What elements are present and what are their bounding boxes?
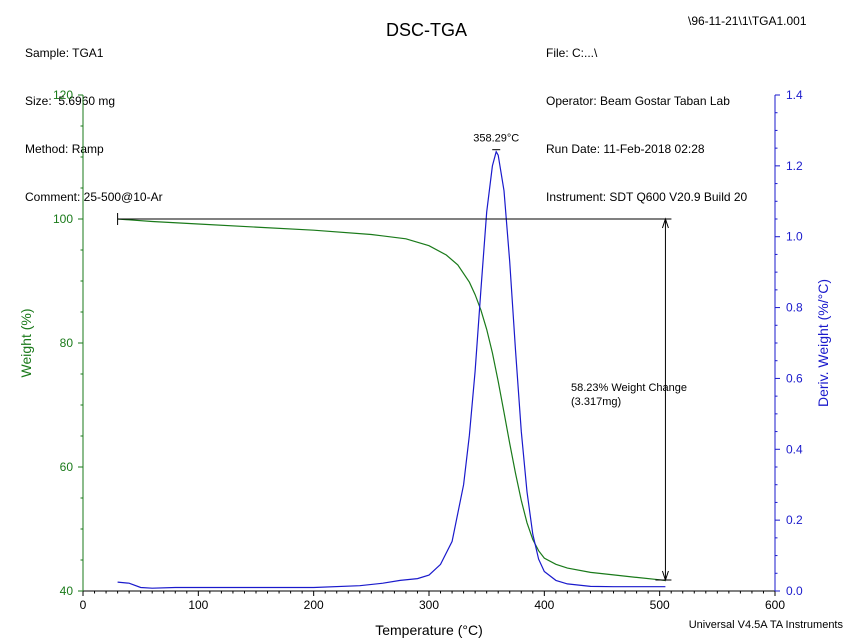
y2-tick-label: 1.2 bbox=[786, 159, 803, 173]
y2-axis-label: Deriv. Weight (%/°C) bbox=[815, 279, 831, 407]
x-tick-label: 200 bbox=[304, 598, 324, 612]
file-path: \96-11-21\1\TGA1.001 bbox=[688, 14, 807, 28]
sample-line: Sample: TGA1 bbox=[25, 46, 104, 60]
x-tick-label: 400 bbox=[534, 598, 554, 612]
y2-tick-label: 1.4 bbox=[786, 88, 803, 102]
run-date-line: Run Date: 11-Feb-2018 02:28 bbox=[546, 142, 705, 156]
chart-title: DSC-TGA bbox=[386, 20, 467, 40]
weight-change-label: 58.23% Weight Change bbox=[571, 382, 687, 394]
x-tick-label: 300 bbox=[419, 598, 439, 612]
y-axis-label: Weight (%) bbox=[18, 309, 34, 378]
y-tick-label: 120 bbox=[53, 88, 73, 102]
y2-tick-label: 0.2 bbox=[786, 513, 803, 527]
weight-change-mass-label: (3.317mg) bbox=[571, 396, 621, 408]
y-tick-label: 60 bbox=[60, 460, 74, 474]
x-tick-label: 100 bbox=[188, 598, 208, 612]
step-arrow-head-top bbox=[661, 217, 669, 229]
annotation-group: 58.23% Weight Change (3.317mg) 358.29°C bbox=[117, 133, 687, 582]
file-line: File: C:...\ bbox=[546, 46, 598, 60]
deriv-weight-line bbox=[117, 150, 666, 589]
step-arrow-head-bottom bbox=[661, 570, 669, 582]
software-footer: Universal V4.5A TA Instruments bbox=[688, 619, 843, 631]
y-tick-label: 40 bbox=[60, 584, 74, 598]
x-tick-label: 0 bbox=[80, 598, 87, 612]
method-line: Method: Ramp bbox=[25, 142, 104, 156]
peak-label: 358.29°C bbox=[473, 133, 519, 145]
weight-line bbox=[117, 218, 666, 582]
y2-tick-label: 0.4 bbox=[786, 442, 803, 456]
size-line: Size: 5.6960 mg bbox=[25, 94, 116, 108]
y2-tick-label: 0.8 bbox=[786, 301, 803, 315]
series-group bbox=[117, 150, 666, 589]
y-tick-label: 100 bbox=[53, 212, 73, 226]
y2-tick-label: 1.0 bbox=[786, 230, 803, 244]
x-axis-label: Temperature (°C) bbox=[375, 622, 483, 638]
axes-group: 0 100 200 300 400 500 600 40 60 80 100 120 0.0 0.2 0.4… bbox=[18, 88, 831, 638]
y-tick-label: 80 bbox=[60, 336, 74, 350]
comment-line: Comment: 25-500@10-Ar bbox=[25, 190, 163, 204]
y2-tick-label: 0.6 bbox=[786, 371, 803, 385]
run-info: File: C:...\ Operator: Beam Gostar Taban… bbox=[546, 13, 747, 237]
y2-tick-label: 0.0 bbox=[786, 584, 803, 598]
x-tick-label: 600 bbox=[765, 598, 785, 612]
operator-line: Operator: Beam Gostar Taban Lab bbox=[546, 94, 730, 108]
instrument-line: Instrument: SDT Q600 V20.9 Build 20 bbox=[546, 190, 748, 204]
sample-info: Sample: TGA1 Size: 5.6960 mg Method: Ram… bbox=[25, 13, 163, 237]
x-tick-label: 500 bbox=[650, 598, 670, 612]
